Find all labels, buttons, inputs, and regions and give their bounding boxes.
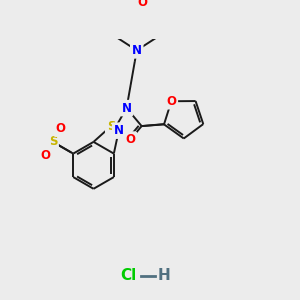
Text: N: N <box>132 44 142 57</box>
Text: O: O <box>56 122 65 135</box>
Text: O: O <box>138 0 148 9</box>
Text: O: O <box>166 95 176 108</box>
Text: H: H <box>158 268 170 283</box>
Text: S: S <box>107 120 115 133</box>
Text: O: O <box>40 148 50 162</box>
Text: O: O <box>125 133 135 146</box>
Text: Cl: Cl <box>120 268 136 283</box>
Text: N: N <box>122 102 132 115</box>
Text: S: S <box>49 135 57 148</box>
Text: N: N <box>114 124 124 137</box>
